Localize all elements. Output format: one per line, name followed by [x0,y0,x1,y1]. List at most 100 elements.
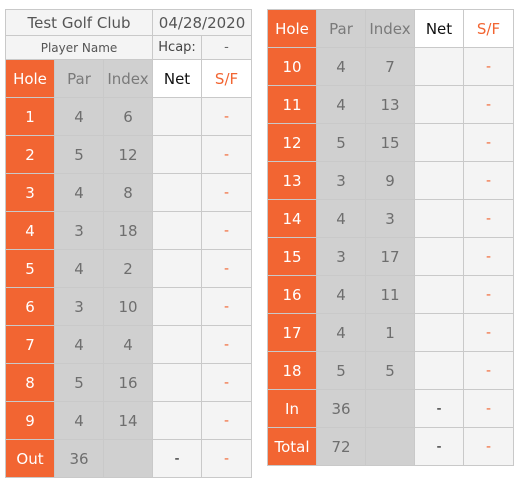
stableford-points-cell: - [463,123,514,162]
hole-column-header: Hole [5,59,55,98]
stableford-points-cell: - [463,47,514,86]
handicap-value[interactable]: - [201,35,253,60]
net-score-cell[interactable] [414,275,464,314]
par-value: 36 [54,439,104,478]
net-score-cell[interactable] [414,85,464,124]
stableford-points-cell: - [201,401,253,440]
par-value: 4 [316,199,366,238]
stroke-index-value: 15 [365,123,415,162]
par-value: 36 [316,389,366,428]
hole-row: 2 5 12 - [5,135,253,174]
par-value: 4 [316,275,366,314]
hole-number: 9 [5,401,55,440]
stroke-index-value: 6 [102,97,154,136]
stroke-index-value: 10 [102,287,154,326]
hole-row: 8 5 16 - [5,363,253,402]
net-score-cell[interactable] [414,123,464,162]
stroke-index-value: 16 [102,363,154,402]
stroke-index-value: 13 [365,85,415,124]
net-score-cell[interactable] [414,199,464,238]
stroke-index-value: 5 [365,351,415,390]
stroke-index-value: 1 [365,313,415,352]
club-name: Test Golf Club [4,9,154,36]
stroke-index-value: 3 [365,199,415,238]
stableford-points-cell: - [201,249,253,288]
hole-number: 17 [267,313,317,352]
net-score-cell[interactable] [152,135,203,174]
stableford-column-header: S/F [201,59,253,98]
par-column-header: Par [54,59,104,98]
player-row: Player Name Hcap: - [4,35,253,60]
net-score-cell[interactable] [414,313,464,352]
net-score-cell[interactable] [152,287,203,326]
hole-number: 18 [267,351,317,390]
stroke-index-value: 7 [365,47,415,86]
hole-number: 6 [5,287,55,326]
player-name[interactable]: Player Name [4,35,154,60]
hole-row: 12 5 15 - [267,123,514,162]
stableford-points-cell: - [201,135,253,174]
par-value: 5 [54,363,104,402]
stableford-points-cell: - [201,173,253,212]
column-header-row: Hole Par Index Net S/F [267,9,514,48]
club-header-row: Test Golf Club 04/28/2020 [4,9,253,36]
hole-number: Out [5,439,55,478]
hole-number: 5 [5,249,55,288]
stableford-points-cell: - [463,427,514,466]
net-score-cell[interactable] [414,237,464,276]
net-score-cell[interactable] [152,363,203,402]
hole-row: 6 3 10 - [5,287,253,326]
par-value: 5 [54,135,104,174]
hole-row: 13 3 9 - [267,161,514,200]
hole-row: 15 3 17 - [267,237,514,276]
par-value: 4 [54,97,104,136]
hole-number: 3 [5,173,55,212]
hole-row: 17 4 1 - [267,313,514,352]
net-score-cell[interactable] [414,47,464,86]
hole-row: 14 4 3 - [267,199,514,238]
hole-number: 13 [267,161,317,200]
stroke-index-value: 2 [102,249,154,288]
par-value: 3 [316,161,366,200]
stableford-points-cell: - [463,237,514,276]
index-column-header: Index [365,9,415,48]
back-nine-scorecard: Hole Par Index Net S/F 10 4 7-11 4 13-12 5 15-… [267,9,514,466]
stroke-index-value: 4 [102,325,154,364]
net-column-header: Net [414,9,464,48]
stableford-points-cell: - [201,439,253,478]
hole-row: 4 3 18 - [5,211,253,250]
net-score-cell[interactable]: - [152,439,203,478]
par-value: 3 [54,287,104,326]
net-score-cell[interactable] [152,401,203,440]
hole-number: 8 [5,363,55,402]
net-score-cell[interactable] [152,211,203,250]
net-score-cell[interactable]: - [414,389,464,428]
stableford-column-header: S/F [463,9,514,48]
par-value: 5 [316,351,366,390]
net-score-cell[interactable] [414,161,464,200]
out-total-row: Out 36 - - [5,439,253,478]
net-score-cell[interactable] [414,351,464,390]
hole-row: 10 4 7 - [267,47,514,86]
net-score-cell[interactable] [152,325,203,364]
par-value: 3 [54,211,104,250]
hole-number: 2 [5,135,55,174]
net-score-cell[interactable]: - [414,427,464,466]
stableford-points-cell: - [463,161,514,200]
par-value: 4 [54,173,104,212]
par-value: 4 [54,249,104,288]
par-value: 4 [54,325,104,364]
par-value: 3 [316,237,366,276]
round-date: 04/28/2020 [152,9,253,36]
net-score-cell[interactable] [152,249,203,288]
par-value: 72 [316,427,366,466]
net-score-cell[interactable] [152,173,203,212]
stroke-index-value: 14 [102,401,154,440]
stableford-points-cell: - [201,97,253,136]
stableford-points-cell: - [463,275,514,314]
stroke-index-value: 8 [102,173,154,212]
par-column-header: Par [316,9,366,48]
net-score-cell[interactable] [152,97,203,136]
